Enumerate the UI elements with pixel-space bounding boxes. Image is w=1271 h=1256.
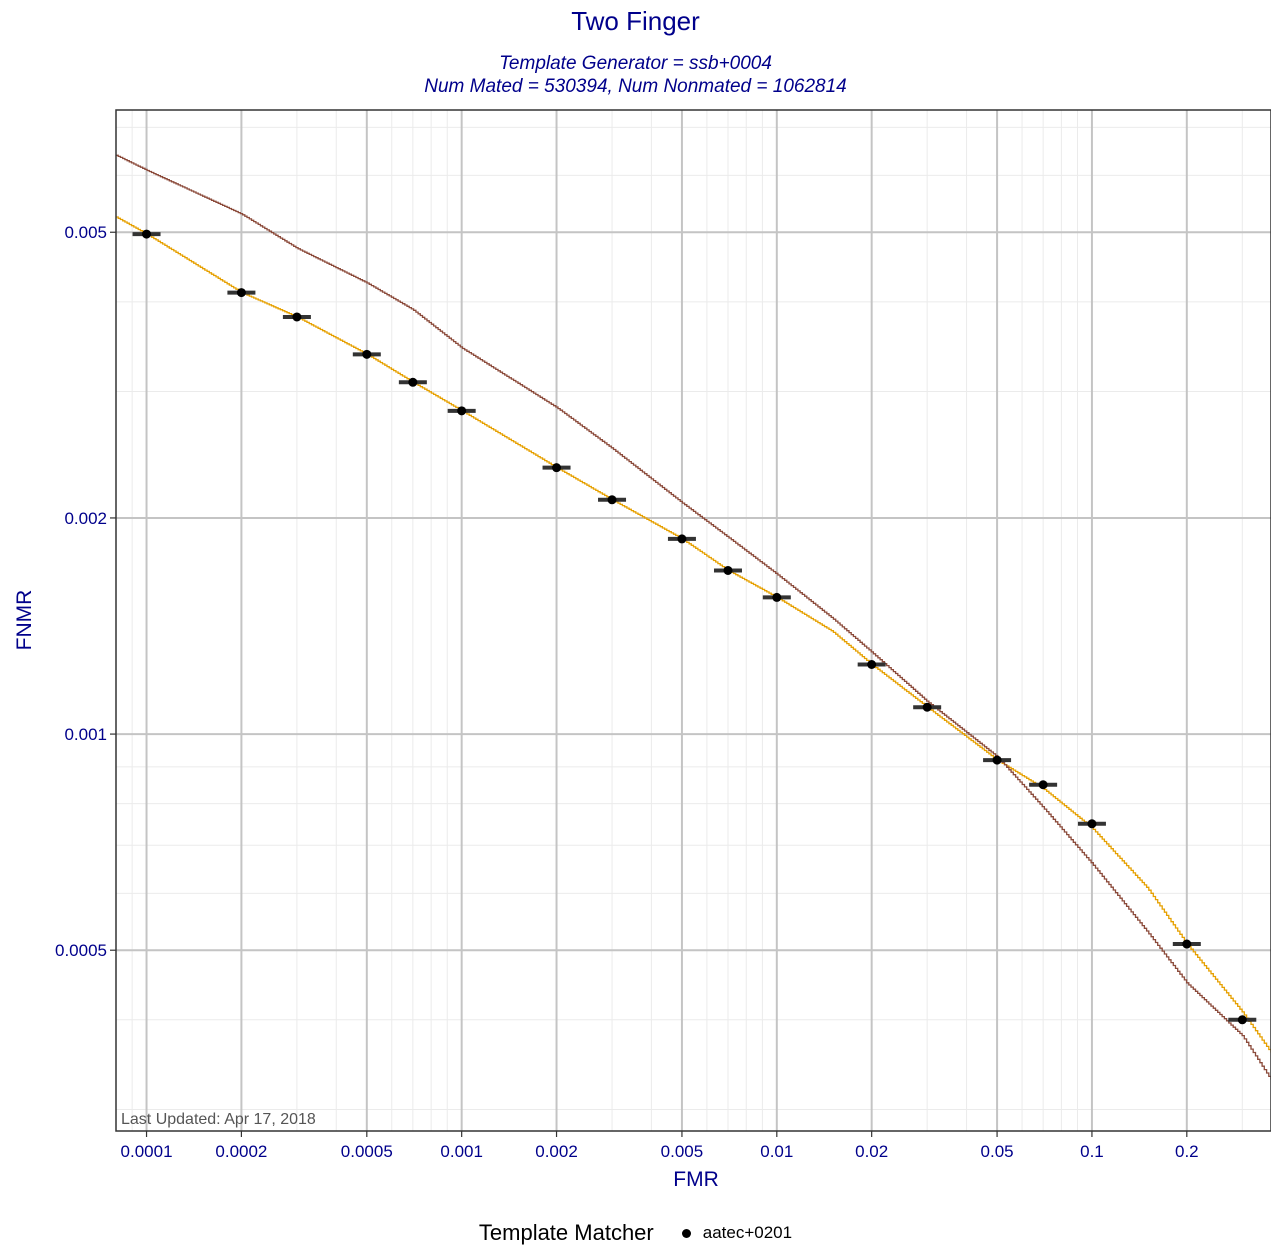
x-tick-label: 0.005	[661, 1142, 704, 1161]
operating-point	[607, 495, 617, 505]
chart-plot-area: 0.0001 0.0002 0.0005 0.001 0.002 0.005 0.01 0.0…	[13, 109, 1271, 1191]
major-gridlines	[116, 110, 1271, 1131]
operating-point	[457, 406, 467, 416]
chart-subtitle-line-2: Num Mated = 530394, Num Nonmated = 10628…	[424, 76, 847, 97]
legend-point-icon	[681, 1228, 691, 1238]
operating-point	[677, 534, 687, 544]
x-tick-label: 0.002	[535, 1142, 578, 1161]
x-tick-label: 0.0002	[215, 1142, 267, 1161]
x-tick-label: 0.1	[1080, 1142, 1104, 1161]
y-axis-label: FNMR	[13, 590, 36, 651]
x-tick-label: 0.2	[1175, 1142, 1199, 1161]
y-tick-label: 0.0005	[55, 941, 107, 960]
operating-point	[408, 377, 418, 387]
operating-point	[772, 592, 782, 602]
chart-title: Two Finger	[571, 6, 700, 36]
y-tick-label: 0.005	[64, 223, 107, 242]
operating-point	[362, 349, 372, 359]
legend: Template Matcher aatec+0201	[0, 1219, 1271, 1246]
operating-point	[292, 312, 302, 322]
operating-point	[236, 288, 246, 298]
y-tick-label: 0.002	[64, 509, 107, 528]
x-axis-label: FMR	[673, 1168, 719, 1191]
operating-point	[1237, 1015, 1247, 1025]
operating-point	[992, 755, 1002, 765]
x-tick-label: 0.01	[760, 1142, 793, 1161]
operating-point	[1087, 819, 1097, 829]
last-updated-annotation: Last Updated: Apr 17, 2018	[121, 1111, 316, 1128]
operating-point	[552, 463, 562, 473]
x-tick-label: 0.02	[855, 1142, 888, 1161]
y-tick-label: 0.001	[64, 725, 107, 744]
legend-item-label: aatec+0201	[702, 1223, 793, 1243]
series-layer	[116, 154, 1271, 1080]
operating-points-layer	[132, 229, 1257, 1025]
operating-point	[723, 565, 733, 575]
det-curve-1	[116, 216, 1271, 1053]
operating-point	[1182, 939, 1192, 949]
operating-point	[867, 660, 877, 670]
x-tick-label: 0.001	[440, 1142, 483, 1161]
operating-point	[1038, 780, 1048, 790]
det-curve-2	[116, 154, 1271, 1080]
x-tick-label: 0.05	[981, 1142, 1014, 1161]
operating-point	[142, 229, 152, 239]
legend-title: Template Matcher	[478, 1220, 654, 1246]
x-tick-label: 0.0005	[341, 1142, 393, 1161]
axis-layer: 0.0001 0.0002 0.0005 0.001 0.002 0.005 0.01 0.0…	[55, 109, 1271, 1161]
x-tick-label: 0.0001	[121, 1142, 173, 1161]
minor-gridlines	[115, 110, 1271, 1131]
plot-panel-border	[115, 109, 1271, 1132]
chart-subtitle-line-1: Template Generator = ssb+0004	[499, 53, 772, 74]
operating-point	[922, 702, 932, 712]
